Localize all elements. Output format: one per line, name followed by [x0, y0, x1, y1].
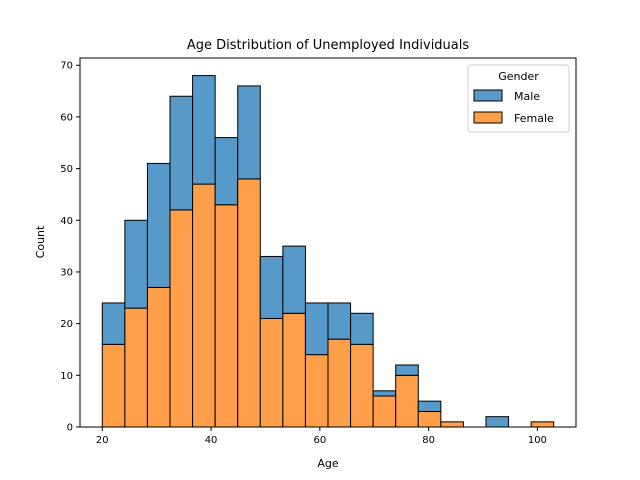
- bar-female-bin-11: [350, 343, 374, 428]
- bar-female-bin-2: [146, 286, 171, 428]
- bar-female-bin-13: [395, 374, 419, 428]
- bar-male-bin-11: [350, 312, 374, 345]
- bar-male-bin-2: [146, 162, 171, 288]
- bar-female-bin-1: [124, 307, 148, 428]
- x-tick-label: 80: [422, 435, 435, 446]
- bar-female-bin-12: [372, 395, 397, 428]
- legend-label-female: Female: [514, 112, 554, 125]
- bar-female-bin-7: [259, 317, 284, 428]
- legend-label-male: Male: [514, 90, 540, 103]
- bar-female-bin-9: [304, 354, 329, 428]
- bar-male-bin-10: [327, 302, 352, 340]
- y-tick-label: 70: [60, 61, 73, 72]
- bar-female-bin-8: [282, 312, 306, 428]
- y-tick-label: 60: [60, 112, 73, 123]
- x-tick-label: 100: [528, 435, 547, 446]
- bars-group: [101, 75, 555, 428]
- bar-male-bin-4: [192, 75, 216, 185]
- bar-male-bin-9: [304, 302, 329, 356]
- x-axis-ticks: 20 40 60 80 100: [96, 427, 547, 446]
- bar-female-bin-0: [101, 343, 126, 428]
- bar-male-bin-5: [214, 137, 239, 206]
- x-tick-label: 40: [205, 435, 218, 446]
- bar-female-bin-14: [417, 410, 442, 428]
- bar-male-bin-3: [169, 95, 194, 211]
- bar-female-bin-6: [237, 178, 261, 428]
- y-tick-label: 50: [60, 164, 73, 175]
- plot-frame: [79, 57, 577, 428]
- y-tick-label: 0: [67, 423, 73, 434]
- bar-male-bin-7: [259, 255, 284, 319]
- bar-male-bin-8: [282, 245, 306, 314]
- bar-female-bin-3: [169, 209, 194, 428]
- x-tick-label: 20: [96, 435, 109, 446]
- legend-swatch-male: [473, 89, 503, 102]
- bar-female-bin-10: [327, 338, 352, 428]
- y-axis-label: Count: [34, 225, 47, 258]
- bar-male-bin-0: [101, 302, 126, 345]
- y-tick-label: 10: [60, 371, 73, 382]
- x-axis-label: Age: [317, 457, 339, 470]
- legend-title: Gender: [498, 70, 539, 83]
- bar-male-bin-17: [485, 416, 510, 428]
- legend: Gender Male Female: [467, 64, 570, 133]
- y-axis-ticks: 0 10 20 30 40 50 60 70: [60, 61, 80, 434]
- bar-male-bin-6: [237, 85, 261, 180]
- y-tick-label: 20: [60, 319, 73, 330]
- bar-male-bin-1: [124, 219, 148, 309]
- legend-swatch-female: [473, 111, 503, 124]
- bar-female-bin-5: [214, 204, 239, 428]
- bar-male-bin-13: [395, 364, 419, 376]
- bar-male-bin-14: [417, 400, 442, 412]
- bar-male-bin-12: [372, 390, 397, 397]
- chart-title: Age Distribution of Unemployed Individua…: [187, 38, 470, 53]
- bar-female-bin-19: [530, 421, 555, 428]
- bar-female-bin-4: [192, 183, 216, 428]
- y-tick-label: 30: [60, 267, 73, 278]
- bar-female-bin-15: [440, 421, 464, 428]
- y-tick-label: 40: [60, 216, 73, 227]
- x-tick-label: 60: [313, 435, 326, 446]
